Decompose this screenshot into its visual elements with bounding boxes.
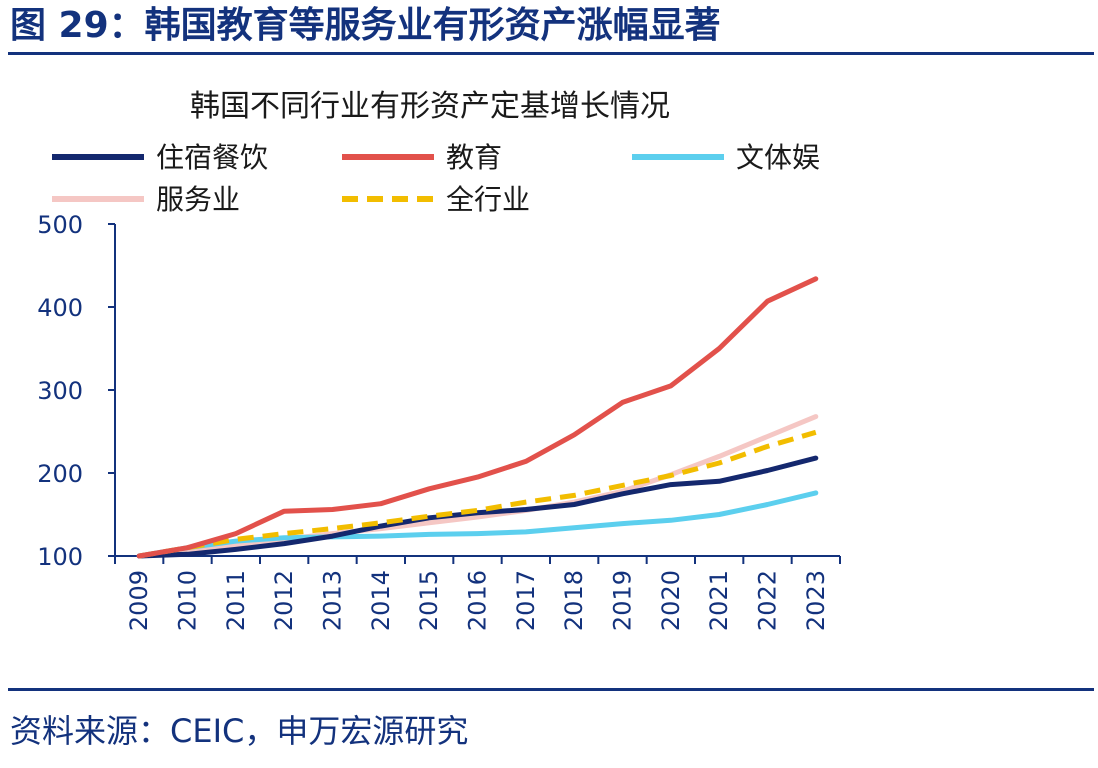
x-tick-label: 2014 — [367, 570, 395, 631]
y-tick-label: 300 — [37, 377, 83, 405]
y-tick-label: 500 — [37, 211, 83, 239]
chart-title: 韩国不同行业有形资产定基增长情况 — [190, 89, 670, 124]
bottom-divider — [8, 688, 1094, 691]
x-tick-label: 2012 — [270, 570, 298, 631]
legend-label-accommodation_food: 住宿餐饮 — [156, 141, 268, 174]
series-line-all_industries — [138, 429, 817, 559]
x-tick-label: 2010 — [174, 570, 202, 631]
series-line-accommodation_food — [136, 455, 819, 559]
x-tick-label: 2021 — [705, 570, 733, 631]
legend-label-culture_sports: 文体娱 — [736, 141, 820, 174]
chart-series — [136, 276, 819, 559]
top-divider — [8, 52, 1094, 55]
x-tick-label: 2013 — [319, 570, 347, 631]
x-tick-label: 2016 — [464, 570, 492, 631]
x-tick-label: 2018 — [560, 570, 588, 631]
x-tick-label: 2009 — [125, 570, 153, 631]
figure-title: 图 29：韩国教育等服务业有形资产涨幅显著 — [10, 5, 721, 46]
y-tick-label: 100 — [37, 543, 83, 571]
legend-label-all_industries: 全行业 — [446, 183, 530, 216]
series-line-education — [136, 276, 819, 559]
chart-axes: 100 200 300 400 500 2009 2010 2011 2012 2013 2014 2… — [37, 211, 841, 631]
x-tick-label: 2023 — [802, 570, 830, 631]
series-line-services — [136, 414, 819, 559]
source-note: 资料来源：CEIC，申万宏源研究 — [10, 712, 469, 750]
legend-label-services: 服务业 — [156, 183, 240, 216]
x-tick-label: 2020 — [657, 570, 685, 631]
y-tick-label: 200 — [37, 460, 83, 488]
x-tick-label: 2019 — [609, 570, 637, 631]
x-tick-label: 2022 — [754, 570, 782, 631]
x-tick-label: 2011 — [222, 570, 250, 631]
x-tick-label: 2015 — [415, 570, 443, 631]
x-tick-label: 2017 — [512, 570, 540, 631]
legend-label-education: 教育 — [446, 141, 502, 174]
y-tick-label: 400 — [37, 294, 83, 322]
